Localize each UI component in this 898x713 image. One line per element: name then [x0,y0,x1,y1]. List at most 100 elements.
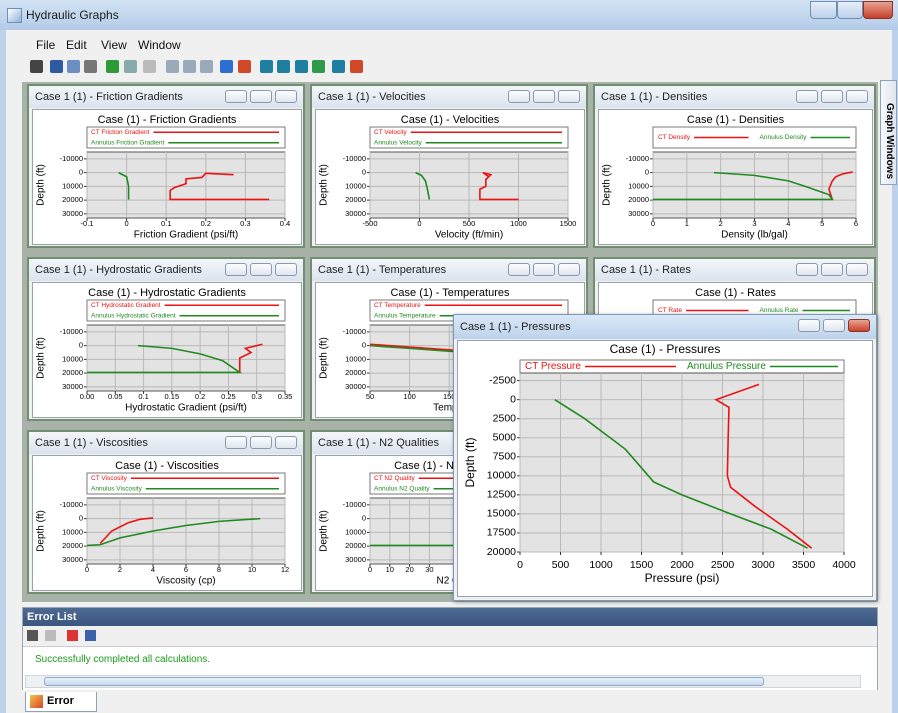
toolbar-button[interactable] [143,60,156,73]
bottom-tab[interactable]: Error List [25,692,97,712]
graph-window: Case 1 (1) - Hydrostatic Gradients Case (… [27,257,305,421]
caption-button[interactable] [508,263,530,276]
toolbar-icon[interactable] [27,630,38,641]
caption-button[interactable] [250,90,272,103]
y-axis-label: Depth (ft) [463,437,477,487]
caption-button[interactable] [846,90,868,103]
y-tick-label: 15000 [487,508,516,520]
caption-button[interactable] [823,319,845,332]
scrollbar[interactable] [25,675,861,688]
caption-button[interactable] [275,436,297,449]
toolbar-icon[interactable] [67,630,78,641]
legend-label: CT Velocity [374,129,408,136]
minimize-button[interactable] [810,1,837,19]
y-tick-label: 7500 [493,451,517,463]
caption-button[interactable] [250,436,272,449]
y-axis-label: Depth (ft) [602,164,613,206]
toolbar-button[interactable] [30,60,43,73]
x-tick-label: 1000 [589,559,613,571]
caption-button[interactable] [558,90,580,103]
caption-button[interactable] [796,263,818,276]
toolbar-button[interactable] [84,60,97,73]
app-icon [7,8,22,23]
caption-button[interactable] [821,90,843,103]
toolbar-button[interactable] [183,60,196,73]
legend-label: CT Temperature [374,302,421,309]
toolbar-icon[interactable] [45,630,56,641]
side-tab[interactable]: Graph Windows [880,80,897,185]
toolbar-button[interactable] [332,60,345,73]
x-tick-label: 0.1 [161,219,171,228]
toolbar-icon[interactable] [85,630,96,641]
caption-button[interactable] [533,90,555,103]
y-tick-label: 20000 [628,195,649,204]
caption-button[interactable] [508,90,530,103]
series-line [714,383,813,549]
caption-button[interactable] [225,263,247,276]
error-list-panel: Error List Successfully completed all ca… [22,607,878,690]
x-tick-label: 0.3 [251,392,261,401]
series-line [653,171,834,201]
y-tick-label: -10000 [343,327,366,336]
toolbar-button[interactable] [312,60,325,73]
x-tick-label: 0 [368,565,372,574]
window-caption: Case 1 (1) - Temperatures [312,259,586,281]
graph-window: Case 1 (1) - Friction Gradients Case (1) … [27,84,305,248]
caption-button[interactable] [796,90,818,103]
caption-button[interactable] [846,263,868,276]
caption-button[interactable] [798,319,820,332]
window-caption: Case 1 (1) - Viscosities [29,432,303,454]
y-tick-label: 2500 [493,412,517,424]
toolbar-button[interactable] [238,60,251,73]
chart-title: Case (1) - Densities [687,114,785,126]
x-tick-label: 150 [443,392,456,401]
maximize-button[interactable] [837,1,863,19]
toolbar-button[interactable] [350,60,363,73]
caption-button[interactable] [225,436,247,449]
x-tick-label: 0 [125,219,129,228]
caption-button[interactable] [848,319,870,332]
chart: Case (1) - Velocities CT Velocity Annulus … [315,109,585,245]
caption-button[interactable] [558,263,580,276]
menu-item[interactable]: Window [138,38,181,52]
caption-button[interactable] [275,90,297,103]
y-tick-label: 10000 [345,527,366,536]
scroll-thumb[interactable] [44,677,764,686]
plot-area [86,151,286,219]
toolbar-button[interactable] [220,60,233,73]
toolbar-button[interactable] [166,60,179,73]
x-tick-label: 0.1 [138,392,148,401]
legend-label: Annulus Rate [760,307,799,314]
y-axis-label: Depth (ft) [319,510,330,552]
toolbar-button[interactable] [124,60,137,73]
toolbar-button[interactable] [50,60,63,73]
caption-button[interactable] [225,90,247,103]
x-tick-label: 4 [151,565,155,574]
chart-title: Case (1) - Rates [695,287,776,299]
graph-window: Case 1 (1) - Pressures Case (1) - Pressur… [453,314,877,601]
x-tick-label: 0 [85,565,89,574]
x-tick-label: 8 [217,565,221,574]
caption-button[interactable] [275,263,297,276]
menu-item[interactable]: View [101,38,127,52]
toolbar-button[interactable] [67,60,80,73]
series-line [87,344,243,374]
y-tick-label: 10000 [345,354,366,363]
x-tick-label: 0 [417,219,421,228]
caption-button[interactable] [533,263,555,276]
y-tick-label: -10000 [60,327,83,336]
caption-button[interactable] [250,263,272,276]
caption-button[interactable] [821,263,843,276]
menu-item[interactable]: Edit [66,38,87,52]
y-tick-label: 10000 [345,181,366,190]
menu-item[interactable]: File [36,38,56,52]
toolbar-button[interactable] [277,60,290,73]
close-button[interactable] [863,1,893,19]
series-group [370,343,458,353]
series-line [828,171,853,200]
series-group [653,171,853,201]
toolbar-button[interactable] [106,60,119,73]
toolbar-button[interactable] [260,60,273,73]
toolbar-button[interactable] [295,60,308,73]
toolbar-button[interactable] [200,60,213,73]
